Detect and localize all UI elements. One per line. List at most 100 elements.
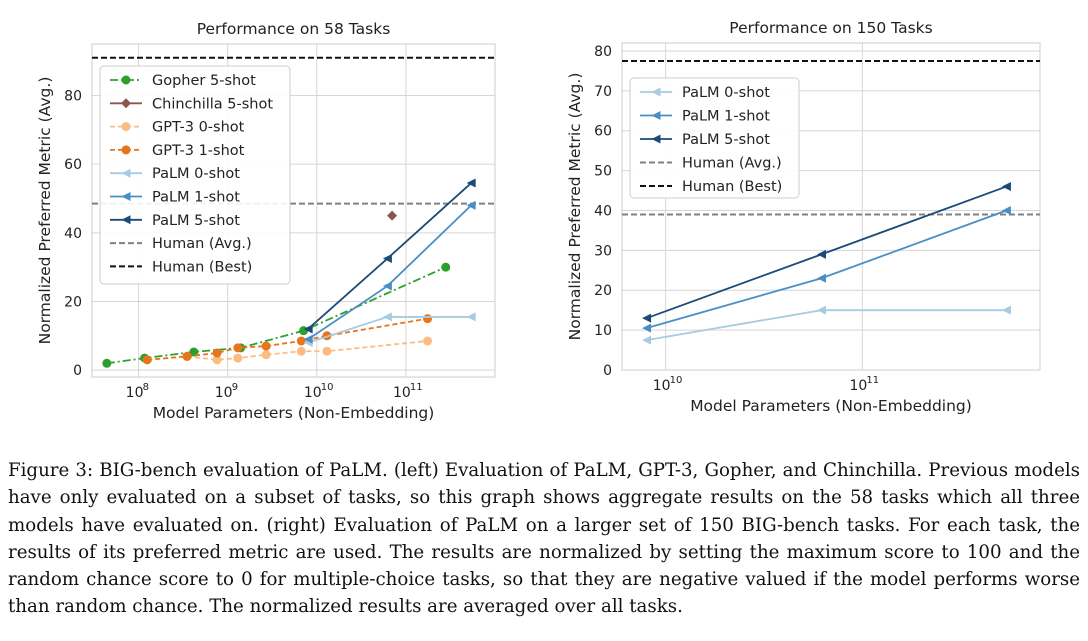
- chart1-legend-marker-gpt-3-1-shot: [121, 145, 131, 155]
- chart1-point-gpt-3-1-shot: [212, 348, 222, 358]
- chart1-legend-label-human-best: Human (Best): [152, 259, 252, 275]
- chart1-point-gpt-3-0-shot: [261, 350, 271, 360]
- chart1-title: Performance on 58 Tasks: [197, 20, 391, 38]
- chart1-legend-marker-palm-1-shot: [121, 192, 131, 201]
- chart2-ytick-label: 30: [594, 243, 612, 259]
- chart2-ylabel: Normalized Preferred Metric (Avg.): [566, 73, 584, 341]
- chart1-point-gpt-3-1-shot: [142, 355, 152, 365]
- chart2-point-palm-0-shot: [642, 335, 652, 345]
- chart1-point-palm-1-shot: [382, 281, 392, 291]
- chart2-legend-label-palm-5-shot: PaLM 5-shot: [682, 132, 770, 148]
- chart2-point-palm-0-shot: [817, 305, 827, 315]
- chart2-xtick-exponent: 10: [670, 375, 683, 386]
- chart2-point-palm-1-shot: [1001, 205, 1011, 215]
- chart1-series-palm-0-shot: [303, 312, 476, 348]
- chart1-xlabel: Model Parameters (Non-Embedding): [153, 404, 435, 422]
- chart1-point-gopher-5-shot: [441, 262, 451, 272]
- chart1-legend-marker-palm-5-shot: [121, 215, 131, 225]
- chart1-xtick-exponent: 8: [143, 382, 149, 393]
- chart2-ytick-label: 10: [594, 323, 612, 339]
- chart2-legend: PaLM 0-shot PaLM 1-shot PaLM 5-shot Human (…: [629, 77, 800, 199]
- chart2-legend-box: [629, 77, 800, 199]
- chart1-legend-marker-palm-0-shot: [121, 168, 131, 178]
- chart2-plot-frame: [621, 42, 1041, 371]
- chart2-point-palm-1-shot: [642, 323, 652, 333]
- chart2-legend-marker-palm-0-shot: [651, 87, 661, 97]
- chart1-xtick-label: 10: [393, 385, 411, 401]
- chart1-point-gopher-5-shot: [189, 347, 199, 357]
- chart2-xtick-label: 10: [849, 378, 867, 394]
- chart1-point-palm-1-shot: [303, 334, 313, 344]
- chart1-point-palm-0-shot: [382, 312, 392, 322]
- chart1-legend-label-human-avg: Human (Avg.): [152, 236, 252, 252]
- chart1-point-gpt-3-1-shot: [182, 351, 192, 361]
- chart1-ytick-label: 80: [64, 88, 82, 104]
- chart2-point-palm-5-shot: [642, 313, 652, 323]
- chart2-series-palm-1-shot: [642, 205, 1011, 333]
- chart1-point-palm-5-shot: [466, 178, 476, 188]
- chart2-ytick-label: 40: [594, 203, 612, 219]
- chart1-ytick-label: 60: [64, 157, 82, 173]
- chart1-point-gopher-5-shot: [102, 358, 112, 368]
- chart2-point-palm-1-shot: [817, 273, 827, 283]
- chart2-legend-label-palm-0-shot: PaLM 0-shot: [682, 85, 770, 101]
- chart1-series-chinchilla-5-shot: [387, 210, 398, 221]
- chart1-xtick-label: 10: [126, 385, 144, 401]
- chart2-point-palm-5-shot: [1001, 182, 1011, 192]
- chart1-point-gpt-3-0-shot: [423, 336, 433, 346]
- chart1-series-gpt-3-1-shot: [142, 314, 433, 365]
- chart1-ytick-label: 0: [73, 363, 82, 379]
- chart1-point-gpt-3-0-shot: [296, 346, 306, 356]
- chart2-series-palm-5-shot: [642, 182, 1011, 323]
- chart1-series-line-gopher-5-shot: [106, 266, 447, 365]
- chart1-point-gpt-3-0-shot: [322, 346, 332, 356]
- chart2-ytick-label: 20: [594, 283, 612, 299]
- chart1-ytick-label: 40: [64, 226, 82, 242]
- chart2-ytick-label: 60: [594, 124, 612, 140]
- chart1-point-gpt-3-1-shot: [423, 314, 433, 324]
- chart1-series-palm-1-shot: [303, 200, 476, 344]
- chart1-xtick-exponent: 10: [321, 382, 334, 393]
- chart2-title: Performance on 150 Tasks: [729, 19, 932, 37]
- chart1-legend-label-palm-0-shot: PaLM 0-shot: [152, 166, 240, 182]
- chart1-legend-box: [99, 65, 291, 285]
- chart2-point-palm-0-shot: [1001, 305, 1011, 315]
- chart1-point-palm-1-shot: [466, 200, 476, 210]
- chart2-xtick-label: 10: [653, 378, 671, 394]
- chart2-ytick-label: 50: [594, 164, 612, 180]
- chart1-series-line-palm-0-shot: [307, 316, 472, 344]
- chart2-legend-marker-palm-1-shot: [651, 111, 661, 120]
- chart1-xtick-label: 10: [304, 385, 322, 401]
- chart2-ytick-label: 80: [594, 44, 612, 60]
- chart2-xtick-exponent: 11: [866, 375, 879, 386]
- chart1-legend: Gopher 5-shot Chinchilla 5-shot GPT-3 0-sh…: [99, 65, 291, 285]
- chart1-legend-label-chinchilla-5-shot: Chinchilla 5-shot: [152, 96, 273, 112]
- chart1-legend-marker-gopher-5-shot: [121, 75, 131, 85]
- chart2-point-palm-5-shot: [817, 249, 827, 259]
- chart1-legend-label-gpt-3-0-shot: GPT-3 0-shot: [152, 120, 245, 136]
- chart1-legend-marker-chinchilla-5-shot: [121, 98, 131, 109]
- chart2-series-palm-0-shot: [642, 305, 1011, 345]
- chart1-legend-label-gopher-5-shot: Gopher 5-shot: [152, 73, 256, 89]
- chart1-point-palm-0-shot: [466, 312, 476, 322]
- chart2-legend-label-human-avg: Human (Avg.): [682, 156, 782, 172]
- chart1-point-gpt-3-1-shot: [233, 343, 243, 353]
- chart1-xtick-label: 10: [215, 385, 233, 401]
- chart1-ytick-label: 20: [64, 294, 82, 310]
- chart1-ylabel: Normalized Preferred Metric (Avg.): [36, 77, 54, 345]
- figure-caption: Figure 3: BIG-bench evaluation of PaLM. …: [8, 460, 1080, 618]
- chart1-series-palm-5-shot: [303, 178, 476, 334]
- chart2-ytick-label: 70: [594, 84, 612, 100]
- chart1-plot-frame: [91, 43, 496, 378]
- chart1-point-gpt-3-1-shot: [296, 336, 306, 346]
- chart1-legend-marker-gpt-3-0-shot: [121, 122, 131, 132]
- chart2-series-line-palm-0-shot: [646, 309, 1007, 341]
- chart2-legend-marker-palm-5-shot: [651, 134, 661, 144]
- chart1-xtick-exponent: 9: [232, 382, 238, 393]
- chart2-legend-label-palm-1-shot: PaLM 1-shot: [682, 109, 770, 125]
- chart1-point-gpt-3-0-shot: [233, 353, 243, 363]
- chart2-ytick-label: 0: [603, 363, 612, 379]
